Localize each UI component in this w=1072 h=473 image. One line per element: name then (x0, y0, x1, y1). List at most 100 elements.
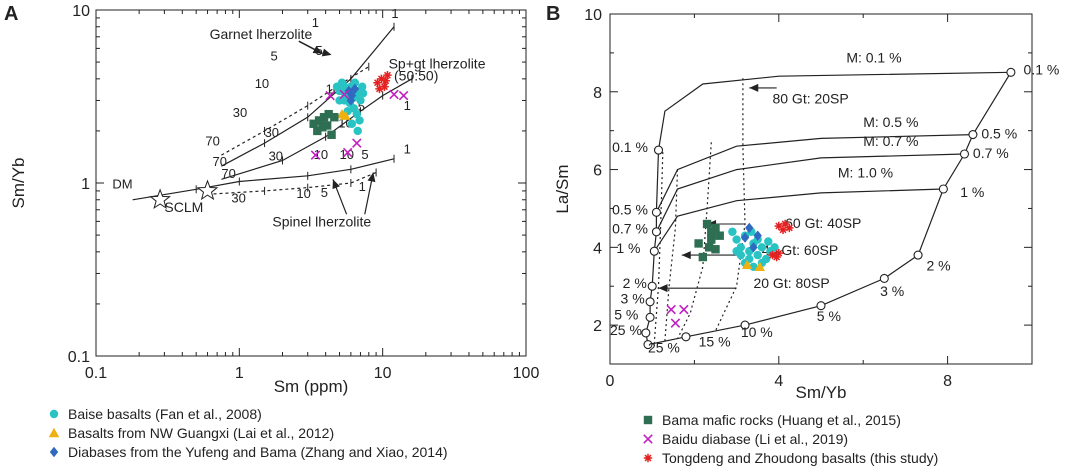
data-point-baidu (679, 304, 689, 315)
melting-curve (653, 188, 944, 252)
annotation-label: M: 0.5 % (863, 114, 918, 130)
melting-node (643, 340, 653, 350)
x-tick-label: 0.1 (85, 365, 107, 382)
melting-node (879, 273, 889, 283)
melting-node (641, 328, 651, 338)
annotation-label: 2 % (927, 258, 951, 274)
y-tick-label: 10 (72, 3, 90, 20)
data-point-bama (711, 223, 720, 233)
y-tick-label: 2 (593, 318, 602, 335)
melting-node (645, 297, 655, 307)
annotation-label: 0.1 % (1024, 61, 1060, 77)
data-point-bama (318, 123, 327, 132)
annotation-label: 5 (358, 99, 365, 114)
annotation-label: 5 (271, 49, 278, 64)
annotation-label: 80 Gt: 20SP (772, 90, 848, 106)
legend-left: Baise basalts (Fan et al., 2008) Basalts … (46, 404, 448, 461)
data-point-tongdeng (381, 76, 390, 85)
annotation-label: 40 Gt: 60SP (762, 242, 838, 258)
data-point-diabase (745, 222, 754, 234)
data-point-baise (335, 86, 344, 96)
melting-curve (207, 171, 377, 195)
arrow-garnet-line (298, 40, 323, 55)
data-point-baise (353, 126, 362, 136)
melting-node (816, 301, 826, 311)
annotation-label: 1 (391, 6, 398, 21)
melting-node (1006, 67, 1016, 77)
annotation-label: 10 (314, 147, 328, 162)
annotation-label: 70 (213, 154, 227, 169)
legend-label: Tongdeng and Zhoudong basalts (this stud… (662, 449, 939, 466)
melting-node (740, 320, 750, 330)
annotation-label: 30 (233, 105, 247, 120)
melting-curve (655, 153, 965, 233)
annotation-label: 70 (221, 166, 235, 181)
data-point-baidu (398, 90, 409, 101)
annotation-label: 25 % (648, 339, 680, 355)
data-point-bama (324, 109, 333, 119)
y-tick-label: 1 (81, 176, 90, 193)
annotation-label: DM (112, 176, 132, 191)
x-axis-label: Sm (ppm) (274, 377, 349, 396)
panel-label-a: A (4, 3, 18, 25)
legend-item-bama: Bama mafic rocks (Huang et al., 2015) (640, 410, 938, 429)
melting-node (651, 207, 661, 217)
melting-node (649, 246, 659, 256)
annotation-label: 0.7 % (612, 221, 648, 237)
annotation-label: 0.7 % (973, 145, 1009, 161)
x-tick-label: 100 (513, 365, 540, 382)
data-point-tongdeng (774, 221, 783, 231)
x-tick-label: 8 (943, 373, 952, 390)
data-point-baise (350, 78, 360, 87)
y-tick-label: 6 (593, 163, 602, 180)
data-point-tongdeng (380, 82, 389, 91)
source-star-dm (149, 188, 171, 210)
x-axis-label: Sm/Yb (795, 383, 846, 402)
legend-marker-tongdeng (643, 453, 653, 462)
melting-curve (655, 134, 973, 213)
data-point-tongdeng (774, 248, 783, 258)
annotation-label: 3 % (621, 291, 645, 307)
annotation-label: Spinel lherzolite (272, 214, 371, 230)
arrow-spinel (332, 179, 340, 190)
melting-node (653, 145, 664, 155)
data-point-baidu (339, 89, 350, 100)
label-arrow (681, 251, 691, 260)
legend-label: Basalts from NW Guangxi (Lai et al., 201… (68, 424, 335, 441)
legend-swatch-tongdeng (643, 453, 653, 462)
legend-label: Diabases from the Yufeng and Bama (Zhang… (68, 443, 448, 460)
annotation-label: 30 (231, 191, 245, 206)
data-point-diabase (350, 83, 360, 95)
annotation-label: Sp+gt lherzolite (389, 55, 486, 71)
plot-frame-b (609, 13, 1033, 365)
melting-node (913, 250, 923, 260)
data-point-baise (358, 89, 368, 98)
legend-marker-bama (643, 415, 653, 424)
annotation-label: 5 % (614, 306, 638, 322)
annotation-label: 20 Gt: 80SP (753, 275, 829, 291)
chart-panel-a: 0.1 1 10 100 0.1 1 10 Sm (ppm) Sm/Yb Garnet lherz… (9, 3, 539, 396)
annotation-label: 5 (361, 147, 368, 162)
legend-label: Baidu diabase (Li et al., 2019) (662, 430, 849, 447)
data-point-tongdeng (377, 74, 386, 84)
y-axis-label: La/Sm (553, 164, 572, 213)
data-point-tongdeng (768, 250, 777, 260)
annotation-label: 1 (312, 15, 319, 30)
annotation-label: 0.1 % (612, 139, 648, 155)
melting-node (681, 332, 691, 342)
data-point-baise (335, 96, 344, 105)
data-point-baidu (670, 318, 681, 328)
arrow-garnet-2 (321, 48, 332, 57)
data-point-tongdeng (772, 252, 781, 262)
legend-label: Bama mafic rocks (Huang et al., 2015) (662, 411, 901, 428)
annotation-label: 5 (321, 185, 328, 200)
data-point-baise (355, 116, 364, 125)
data-point-tongdeng (780, 219, 790, 229)
annotation-label: (50:50) (394, 68, 438, 84)
annotation-label: 25 % (610, 322, 642, 338)
data-point-baise (356, 96, 365, 105)
melting-curve (221, 26, 395, 167)
melting-curve (657, 71, 1011, 151)
melting-node (647, 281, 657, 291)
legend-marker-baidu (643, 433, 653, 444)
